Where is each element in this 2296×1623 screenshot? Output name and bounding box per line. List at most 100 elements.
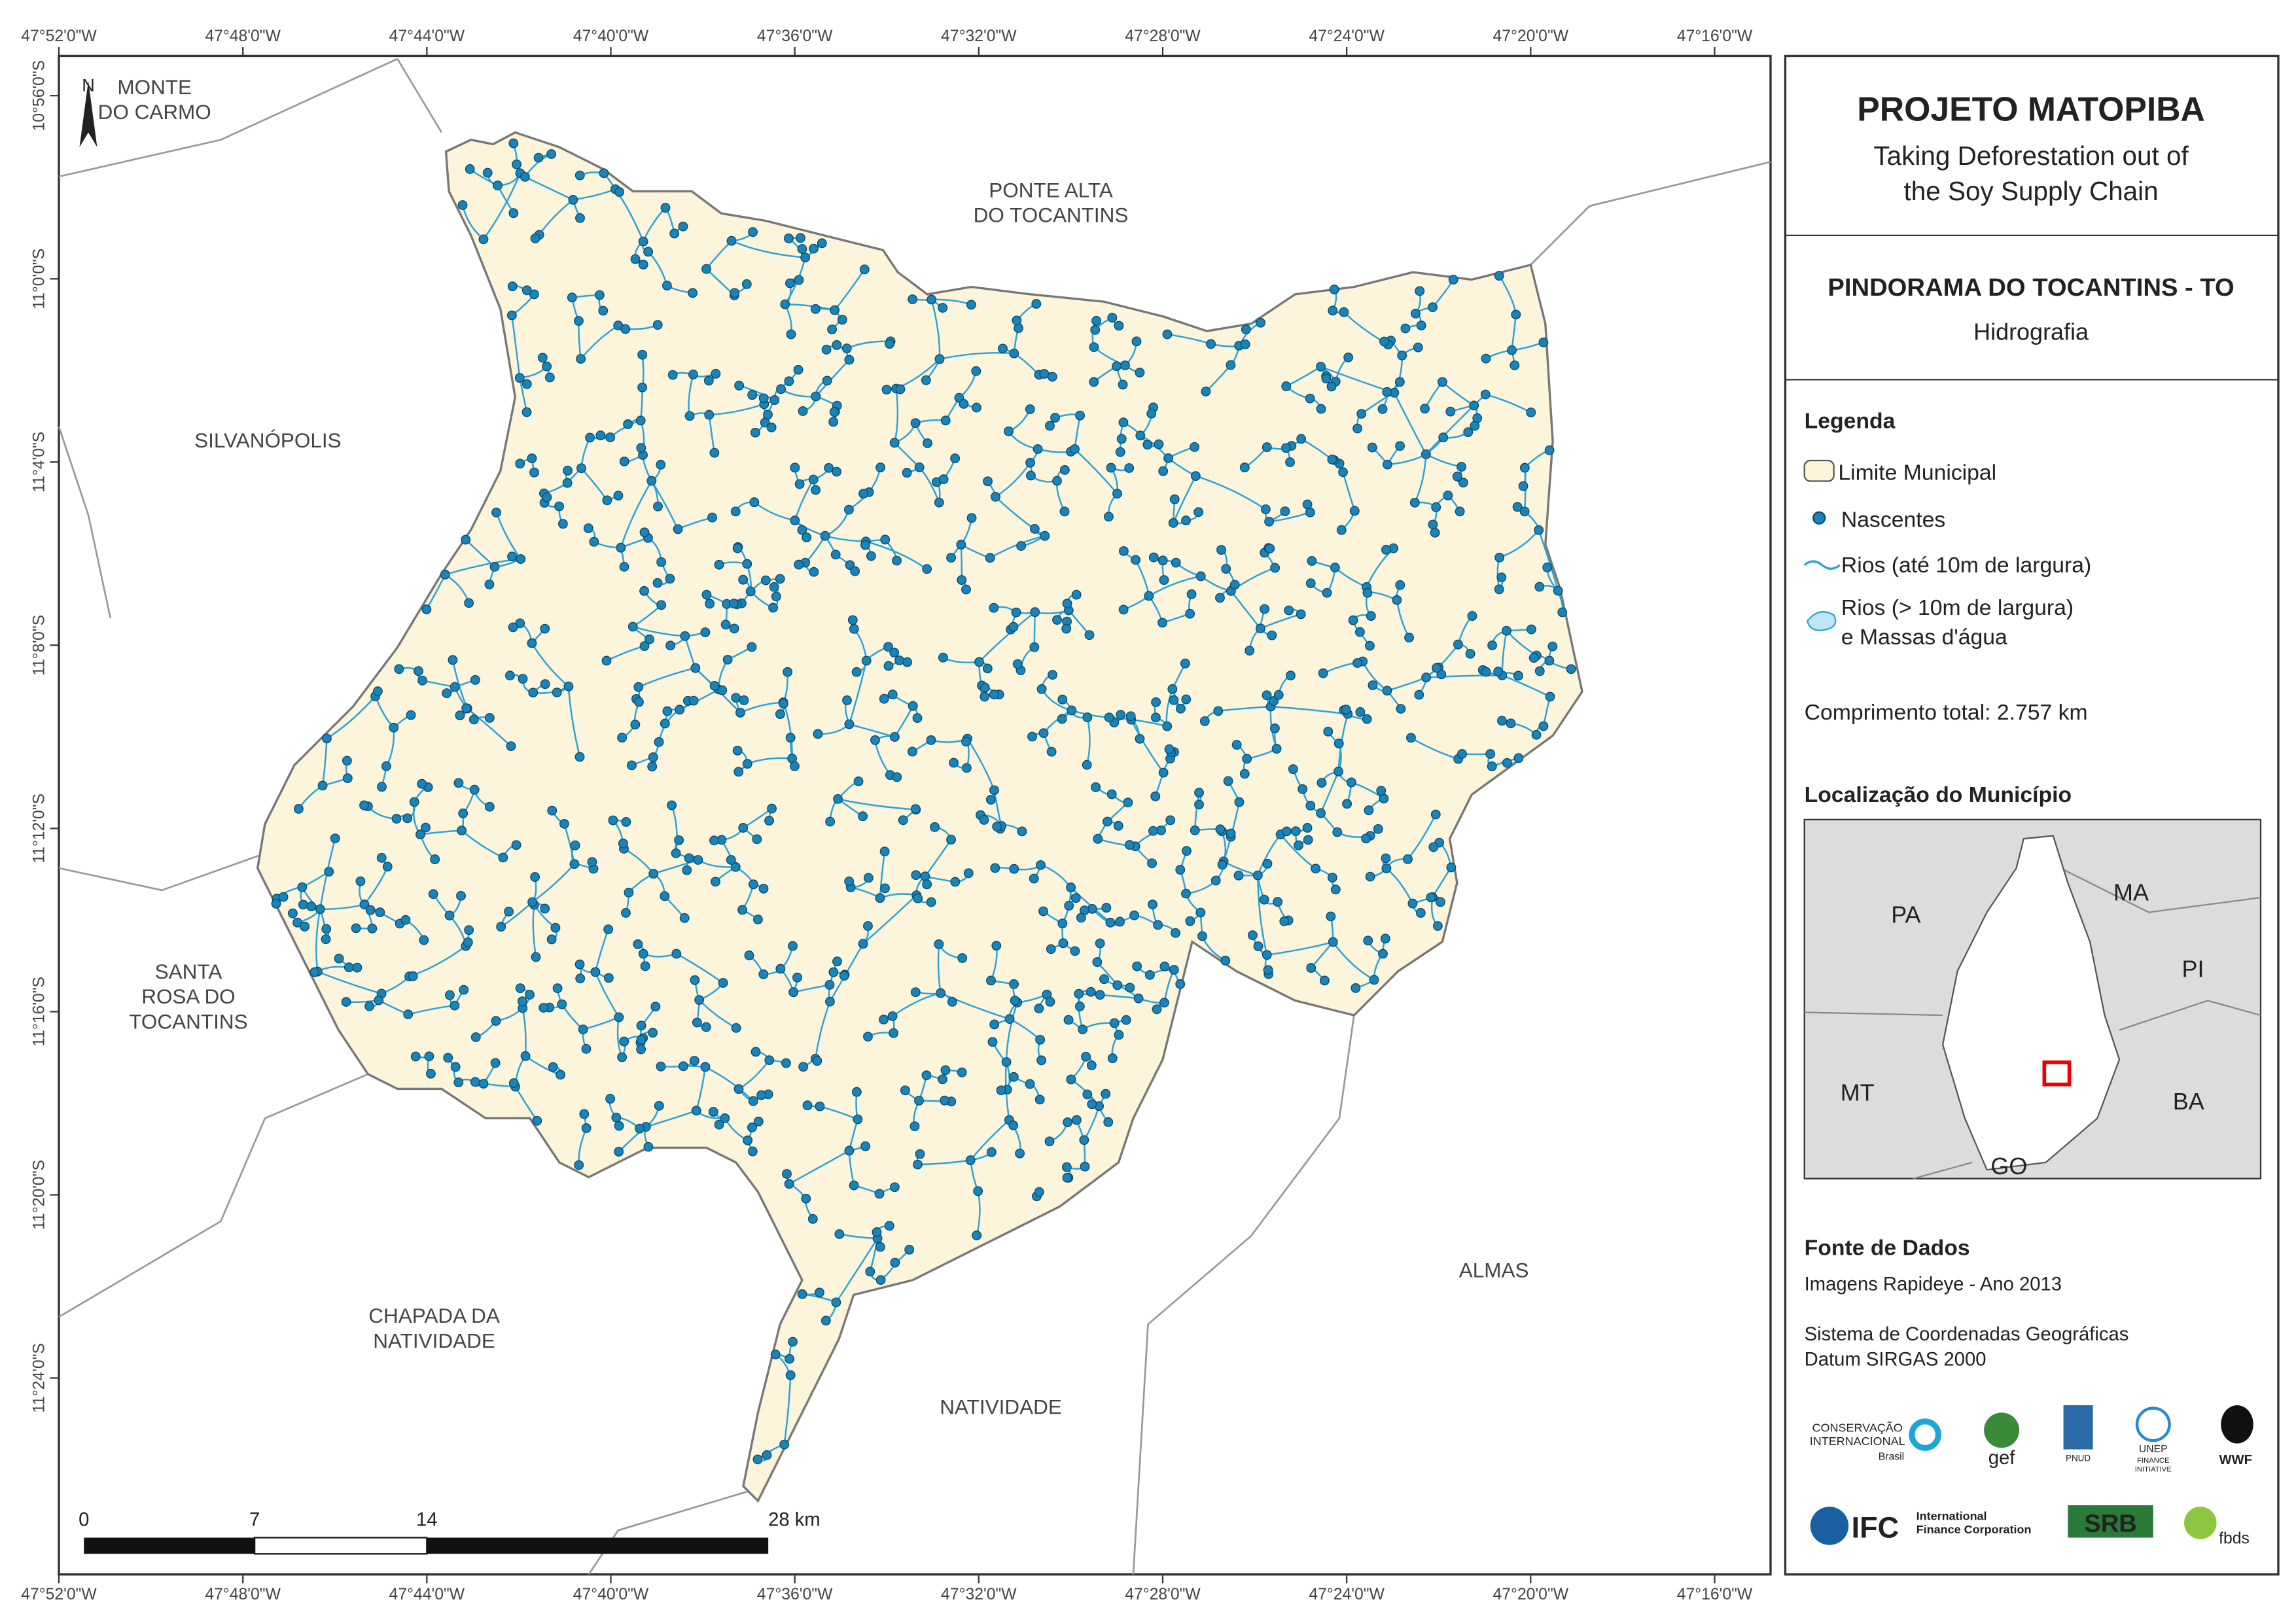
spring xyxy=(1081,1051,1091,1062)
longitude-label: 47°32'0"W xyxy=(941,27,1017,45)
logo-text: INTERNACIONAL xyxy=(1810,1435,1905,1448)
spring xyxy=(1162,329,1173,340)
spring xyxy=(630,254,641,264)
spring xyxy=(1502,758,1512,768)
boundary xyxy=(1530,161,1771,266)
spring xyxy=(520,1051,531,1061)
spring xyxy=(957,1067,967,1077)
source-line: Imagens Rapideye - Ano 2013 xyxy=(1805,1274,2062,1295)
spring xyxy=(1181,694,1192,705)
spring xyxy=(520,171,530,182)
spring xyxy=(457,826,467,835)
spring xyxy=(465,164,475,174)
spring xyxy=(1316,778,1327,788)
spring xyxy=(1262,858,1273,869)
spring xyxy=(1025,404,1035,414)
spring xyxy=(419,935,429,945)
spring xyxy=(639,641,650,652)
spring xyxy=(1123,797,1133,808)
spring xyxy=(1392,595,1402,605)
spring xyxy=(521,285,532,296)
spring xyxy=(1234,797,1245,807)
spring xyxy=(853,776,864,786)
spring xyxy=(271,899,281,909)
location-heading: Localização do Município xyxy=(1805,782,2072,807)
river xyxy=(970,1119,1010,1161)
spring xyxy=(940,415,951,426)
spring xyxy=(635,1123,645,1134)
spring xyxy=(623,419,633,429)
neighbor-label: CHAPADA DA xyxy=(368,1304,500,1327)
spring xyxy=(1067,705,1077,716)
spring xyxy=(1414,689,1424,700)
spring xyxy=(590,967,601,977)
spring xyxy=(974,657,984,667)
spring xyxy=(785,733,796,743)
spring xyxy=(630,720,641,729)
spring xyxy=(1267,630,1277,640)
spring xyxy=(1118,379,1128,390)
spring xyxy=(1084,630,1095,640)
spring xyxy=(1129,910,1140,920)
spring xyxy=(756,1090,767,1100)
spring xyxy=(842,695,852,705)
spring xyxy=(1453,639,1463,650)
spring xyxy=(355,876,366,886)
spring xyxy=(1281,826,1292,837)
spring xyxy=(1154,439,1164,449)
spring xyxy=(1034,1003,1044,1014)
spring xyxy=(1015,1148,1025,1159)
spring xyxy=(798,406,808,416)
spring xyxy=(1279,916,1290,926)
spring xyxy=(574,752,585,762)
spring xyxy=(508,1078,519,1089)
spring xyxy=(1033,444,1043,454)
spring xyxy=(1062,1172,1072,1183)
spring xyxy=(1487,640,1498,650)
legend-heading: Legenda xyxy=(1805,409,1896,434)
spring xyxy=(614,187,624,197)
spring xyxy=(458,809,468,818)
spring xyxy=(742,559,752,569)
spring xyxy=(550,922,561,933)
spring xyxy=(705,599,715,609)
spring xyxy=(1290,826,1301,837)
spring xyxy=(359,800,369,811)
spring xyxy=(515,459,525,469)
river xyxy=(960,544,963,580)
spring xyxy=(635,415,646,426)
spring xyxy=(595,430,606,440)
spring xyxy=(680,631,690,641)
spring xyxy=(786,329,796,340)
spring xyxy=(576,354,586,364)
spring xyxy=(972,402,981,413)
spring xyxy=(611,1112,622,1123)
spring xyxy=(540,903,550,914)
spring xyxy=(540,623,550,634)
spring xyxy=(879,693,889,704)
spring xyxy=(775,709,785,720)
spring xyxy=(400,915,411,925)
spring xyxy=(1547,641,1558,652)
spring xyxy=(382,862,393,872)
river xyxy=(1033,612,1036,648)
spring xyxy=(1057,714,1067,724)
spring xyxy=(544,372,555,383)
longitude-label: 47°36'0"W xyxy=(757,1586,833,1603)
spring xyxy=(1038,906,1048,916)
spring xyxy=(809,243,819,254)
location-marker xyxy=(2042,1060,2072,1087)
spring xyxy=(902,468,912,478)
spring xyxy=(1104,712,1114,723)
spring xyxy=(1519,462,1530,473)
spring xyxy=(567,292,577,303)
neighbor-label: TOCANTINS xyxy=(129,1009,247,1033)
spring xyxy=(794,275,804,285)
spring xyxy=(731,693,741,703)
spring xyxy=(1135,733,1145,744)
spring xyxy=(1296,434,1307,444)
spring xyxy=(482,167,493,178)
spring xyxy=(779,1439,790,1450)
longitude-label: 47°44'0"W xyxy=(389,1586,465,1603)
spring xyxy=(1076,913,1086,923)
